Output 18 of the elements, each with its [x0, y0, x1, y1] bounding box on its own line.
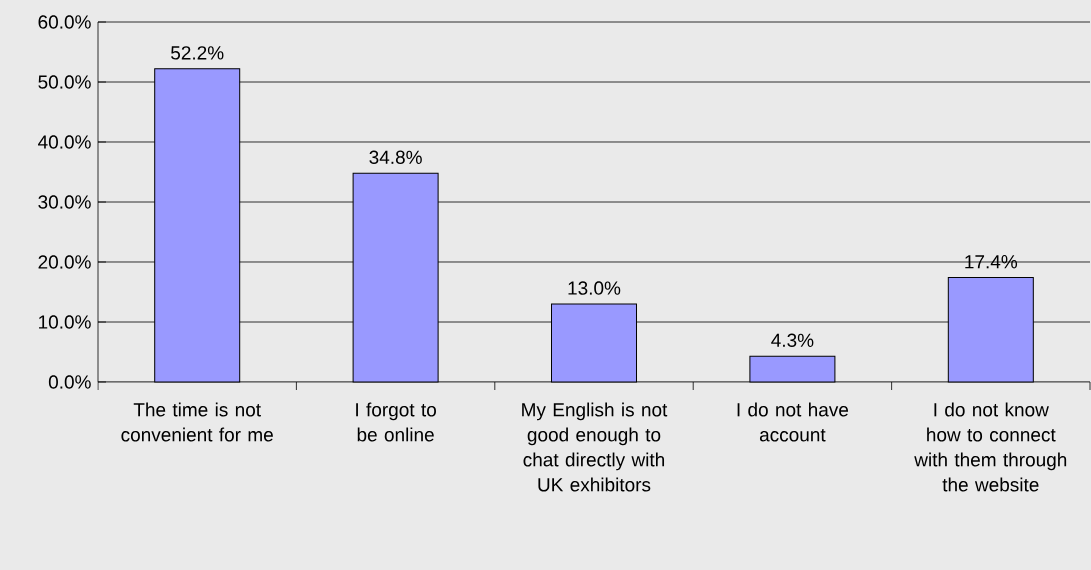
- data-label: 13.0%: [568, 281, 621, 295]
- y-tick-label: 0.0%: [48, 375, 91, 389]
- data-label: 4.3%: [771, 333, 814, 347]
- x-tick-label: The time is not convenient for me: [121, 402, 273, 442]
- y-tick-label: 30.0%: [38, 195, 91, 209]
- x-tick-label: My English is not good enough to chat directly with UK exhibitors: [522, 402, 668, 492]
- bar: [749, 355, 836, 383]
- data-label: 52.2%: [171, 46, 224, 60]
- y-tick-label: 40.0%: [38, 135, 91, 149]
- y-tick-label: 10.0%: [39, 315, 91, 329]
- y-tick-label: 20.0%: [38, 255, 91, 269]
- y-tick-label: 60.0%: [38, 15, 91, 29]
- x-tick-label: I do not have account: [737, 402, 849, 442]
- x-tick-label: I forgot to be online: [356, 402, 436, 442]
- x-tick-label: I do not know how to connect with them through the website: [914, 402, 1067, 492]
- y-tick-label: 50.0%: [38, 75, 91, 89]
- data-label: 17.4%: [965, 255, 1018, 269]
- data-label: 34.8%: [369, 150, 422, 164]
